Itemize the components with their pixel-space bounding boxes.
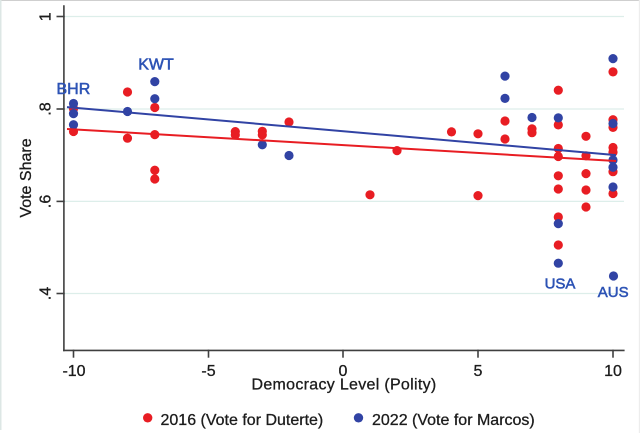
svg-text:5: 5 [474, 363, 483, 380]
svg-text:BHR: BHR [57, 81, 91, 98]
svg-text:-5: -5 [201, 363, 215, 380]
svg-text:-10: -10 [62, 363, 85, 380]
svg-text:KWT: KWT [138, 57, 174, 74]
svg-text:.8: .8 [38, 102, 55, 115]
svg-text:USA: USA [545, 276, 576, 293]
svg-text:.6: .6 [38, 195, 55, 208]
svg-text:2016 (Vote for Duterte): 2016 (Vote for Duterte) [161, 412, 324, 429]
svg-text:AUS: AUS [598, 284, 629, 301]
svg-text:Vote Share: Vote Share [18, 138, 35, 217]
svg-text:Democracy Level (Polity): Democracy Level (Polity) [251, 377, 436, 394]
svg-text:.4: .4 [38, 287, 55, 300]
svg-text:1: 1 [38, 12, 55, 21]
svg-text:0: 0 [339, 363, 348, 380]
svg-text:2022 (Vote for Marcos): 2022 (Vote for Marcos) [372, 412, 535, 429]
svg-text:10: 10 [604, 363, 622, 380]
